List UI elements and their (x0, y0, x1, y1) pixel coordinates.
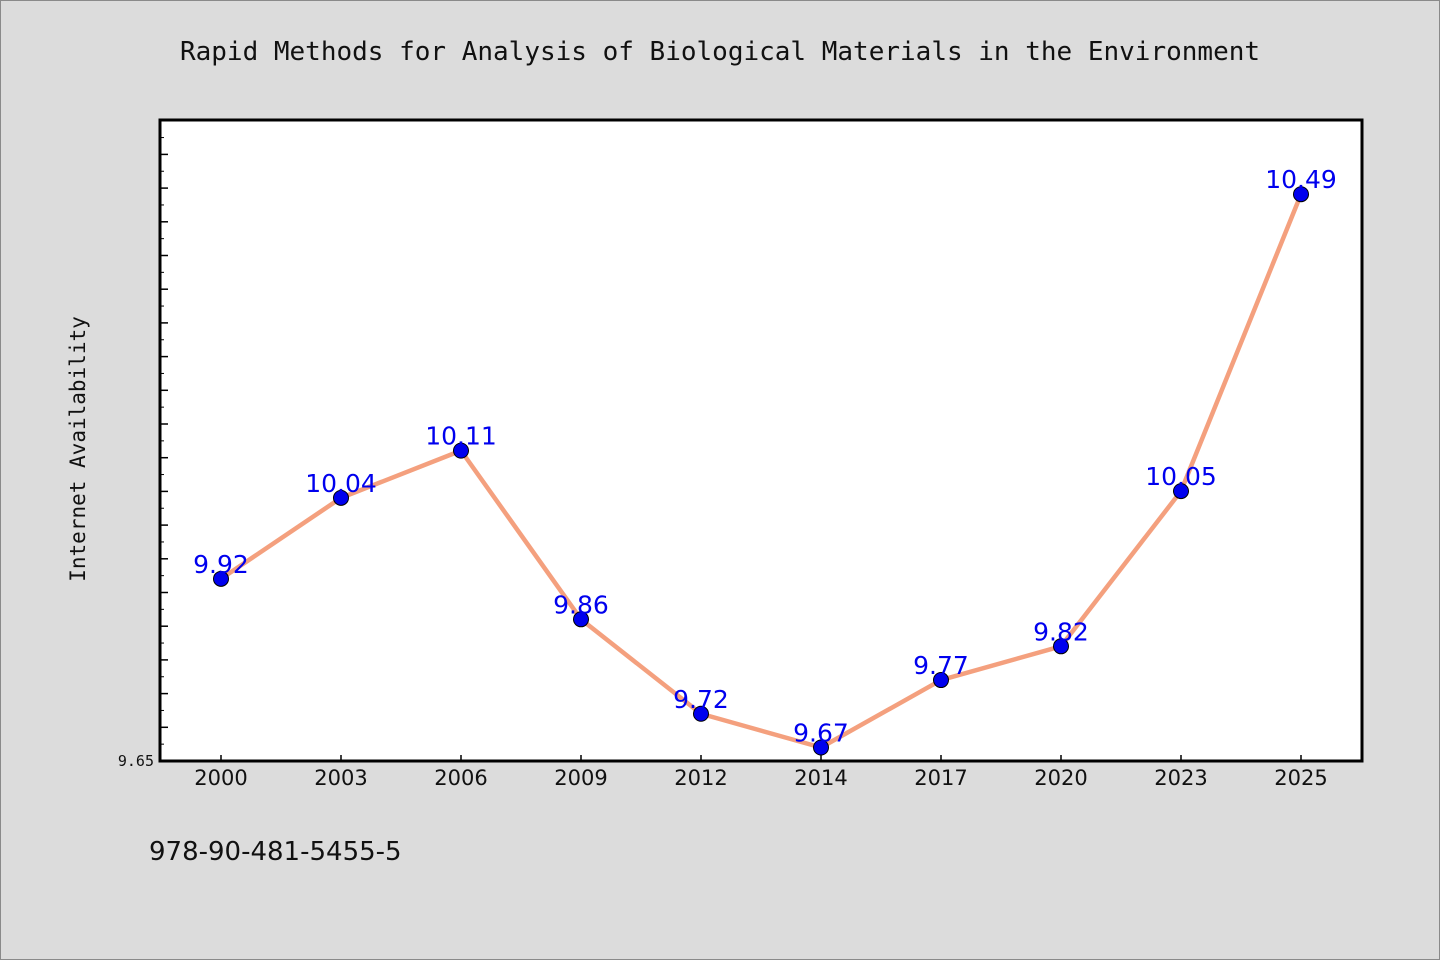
x-tick-label: 2025 (1274, 766, 1327, 790)
data-point (693, 705, 709, 722)
data-label: 9.77 (913, 651, 969, 680)
data-label: 9.86 (553, 590, 609, 619)
x-tick-label: 2014 (794, 766, 847, 790)
data-label: 9.92 (193, 550, 249, 579)
y-tick-label: 9.65 (118, 752, 154, 770)
data-point (213, 570, 229, 587)
x-tick-label: 2017 (914, 766, 967, 790)
x-tick-label: 2000 (194, 766, 247, 790)
data-label: 10.05 (1145, 462, 1217, 491)
data-point (1293, 186, 1309, 203)
x-tick-label: 2003 (314, 766, 367, 790)
isbn-label: 978-90-481-5455-5 (149, 837, 402, 867)
data-point (933, 672, 949, 689)
data-label: 9.82 (1033, 617, 1089, 646)
data-point (333, 489, 349, 506)
plot-frame (158, 118, 1364, 763)
data-point (453, 442, 469, 459)
x-tick-label: 2012 (674, 766, 727, 790)
data-point (813, 739, 829, 756)
data-point (1053, 638, 1069, 655)
x-tick-label: 2009 (554, 766, 607, 790)
data-point (573, 611, 589, 628)
series-line (218, 191, 1304, 750)
x-tick-label: 2006 (434, 766, 487, 790)
data-label: 10.49 (1265, 165, 1337, 194)
data-point (1173, 483, 1189, 500)
data-label: 9.72 (673, 685, 729, 714)
data-label: 10.04 (305, 469, 377, 498)
data-label: 10.11 (425, 422, 497, 451)
x-tick-label: 2023 (1154, 766, 1207, 790)
data-label: 9.67 (793, 719, 849, 748)
x-tick-label: 2020 (1034, 766, 1087, 790)
chart-title: Rapid Methods for Analysis of Biological… (179, 37, 1261, 67)
